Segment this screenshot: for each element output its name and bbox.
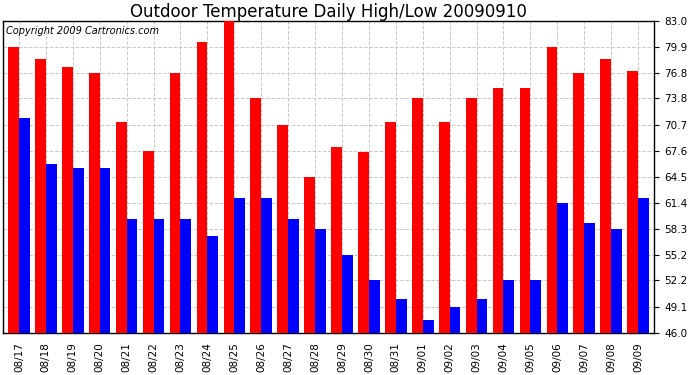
Bar [466, 99, 477, 333]
Bar [250, 99, 262, 333]
Bar [235, 198, 245, 333]
Bar [385, 122, 396, 333]
Bar [627, 72, 638, 333]
Bar [493, 88, 504, 333]
Bar [170, 73, 181, 333]
Bar [46, 164, 57, 333]
Text: Copyright 2009 Cartronics.com: Copyright 2009 Cartronics.com [6, 26, 159, 36]
Bar [584, 223, 595, 333]
Bar [611, 229, 622, 333]
Bar [504, 280, 514, 333]
Bar [126, 219, 137, 333]
Bar [531, 280, 541, 333]
Bar [573, 73, 584, 333]
Bar [450, 306, 460, 333]
Bar [546, 47, 558, 333]
Bar [99, 168, 110, 333]
Bar [358, 152, 369, 333]
Bar [288, 219, 299, 333]
Bar [342, 255, 353, 333]
Bar [35, 59, 46, 333]
Title: Outdoor Temperature Daily High/Low 20090910: Outdoor Temperature Daily High/Low 20090… [130, 3, 527, 21]
Bar [396, 299, 406, 333]
Bar [154, 219, 164, 333]
Bar [331, 147, 342, 333]
Bar [600, 59, 611, 333]
Bar [89, 73, 99, 333]
Bar [412, 99, 423, 333]
Bar [315, 229, 326, 333]
Bar [423, 320, 433, 333]
Bar [262, 198, 272, 333]
Bar [224, 12, 235, 333]
Bar [558, 203, 568, 333]
Bar [208, 236, 218, 333]
Bar [8, 47, 19, 333]
Bar [62, 67, 72, 333]
Bar [277, 124, 288, 333]
Bar [72, 168, 83, 333]
Bar [304, 177, 315, 333]
Bar [181, 219, 191, 333]
Bar [477, 299, 487, 333]
Bar [369, 280, 380, 333]
Bar [439, 122, 450, 333]
Bar [143, 151, 154, 333]
Bar [19, 118, 30, 333]
Bar [638, 198, 649, 333]
Bar [197, 42, 208, 333]
Bar [116, 122, 126, 333]
Bar [520, 88, 531, 333]
